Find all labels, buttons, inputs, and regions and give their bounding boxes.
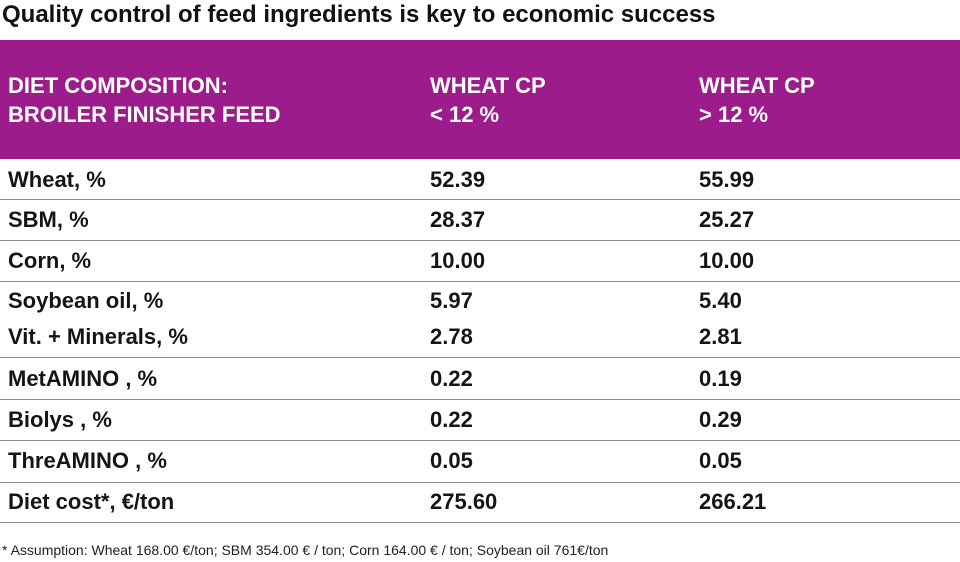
header-col1-line1: DIET COMPOSITION: bbox=[8, 73, 228, 98]
header-col2-line2: < 12 % bbox=[430, 102, 500, 127]
header-col3-line2: > 12 % bbox=[699, 102, 769, 127]
table-header-band bbox=[0, 40, 960, 159]
table-row: Biolys , % 0.22 0.29 bbox=[0, 400, 960, 441]
row-value-low-cp: 0.05 bbox=[430, 448, 473, 473]
row-label: Biolys , % bbox=[8, 407, 112, 432]
row-value-low-cp: 52.39 bbox=[430, 167, 486, 192]
row-value-high-cp: 5.40 bbox=[699, 288, 742, 313]
row-label: Soybean oil, % bbox=[8, 288, 164, 313]
row-value-low-cp: 0.22 bbox=[430, 366, 473, 391]
row-label: MetAMINO , % bbox=[8, 366, 158, 391]
row-value-low-cp: 275.60 bbox=[430, 489, 498, 514]
table-row: Wheat, % 52.39 55.99 bbox=[0, 159, 960, 200]
row-label: Corn, % bbox=[8, 248, 92, 273]
header-wheat-cp-high: WHEAT CP > 12 % bbox=[699, 71, 815, 129]
row-value-high-cp: 10.00 bbox=[699, 248, 755, 273]
row-label: Diet cost*, €/ton bbox=[8, 489, 175, 514]
row-label: Wheat, % bbox=[8, 167, 106, 192]
row-value-high-cp: 0.05 bbox=[699, 448, 742, 473]
table-row: Corn, % 10.00 10.00 bbox=[0, 241, 960, 282]
table-row: Diet cost*, €/ton 275.60 266.21 bbox=[0, 483, 960, 523]
row-value-low-cp: 5.97 bbox=[430, 288, 473, 313]
row-value-low-cp: 2.78 bbox=[430, 324, 473, 349]
footnote-assumption: * Assumption: Wheat 168.00 €/ton; SBM 35… bbox=[2, 542, 609, 558]
row-value-high-cp: 2.81 bbox=[699, 324, 742, 349]
row-value-high-cp: 266.21 bbox=[699, 489, 767, 514]
row-label: SBM, % bbox=[8, 207, 89, 232]
row-value-low-cp: 10.00 bbox=[430, 248, 486, 273]
row-value-high-cp: 0.29 bbox=[699, 407, 742, 432]
header-col3-line1: WHEAT CP bbox=[699, 73, 815, 98]
table-row: ThreAMINO , % 0.05 0.05 bbox=[0, 441, 960, 483]
header-wheat-cp-low: WHEAT CP < 12 % bbox=[430, 71, 546, 129]
row-value-high-cp: 55.99 bbox=[699, 167, 755, 192]
table-row: SBM, % 28.37 25.27 bbox=[0, 200, 960, 241]
header-col1-line2: BROILER FINISHER FEED bbox=[8, 102, 281, 127]
row-value-high-cp: 25.27 bbox=[699, 207, 755, 232]
header-diet-composition: DIET COMPOSITION: BROILER FINISHER FEED bbox=[8, 71, 281, 129]
row-label: ThreAMINO , % bbox=[8, 448, 167, 473]
header-col2-line1: WHEAT CP bbox=[430, 73, 546, 98]
row-value-low-cp: 0.22 bbox=[430, 407, 473, 432]
table-row: MetAMINO , % 0.22 0.19 bbox=[0, 358, 960, 400]
table-row: Soybean oil, % 5.97 5.40 Vit. + Minerals… bbox=[0, 282, 960, 358]
row-value-low-cp: 28.37 bbox=[430, 207, 486, 232]
row-value-high-cp: 0.19 bbox=[699, 366, 742, 391]
row-label: Vit. + Minerals, % bbox=[8, 324, 188, 349]
page-title: Quality control of feed ingredients is k… bbox=[2, 1, 716, 28]
